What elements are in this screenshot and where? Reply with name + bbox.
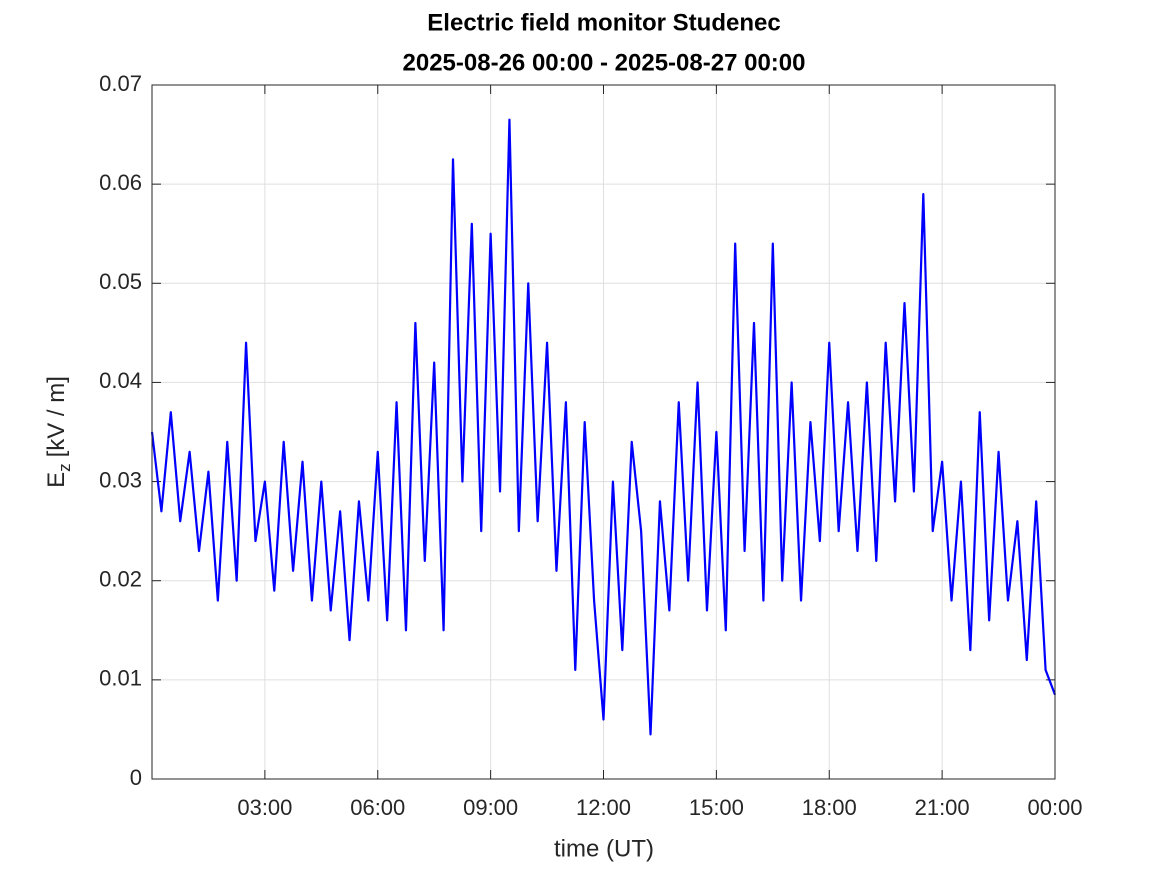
x-axis-label: time (UT) bbox=[554, 835, 654, 862]
x-tick-label: 00:00 bbox=[1027, 795, 1082, 820]
y-tick-label: 0.03 bbox=[99, 467, 142, 492]
y-tick-label: 0 bbox=[130, 765, 142, 790]
y-axis-label: Ez [kV / m] bbox=[43, 376, 74, 488]
y-label-sub: z bbox=[55, 463, 74, 472]
data-line bbox=[150, 118, 1057, 736]
y-label-rest: [kV / m] bbox=[43, 376, 70, 457]
y-label-base: E bbox=[43, 472, 70, 488]
y-tick-label: 0.02 bbox=[99, 567, 142, 592]
plot-frame bbox=[151, 84, 1056, 780]
x-tick-label: 21:00 bbox=[915, 795, 970, 820]
y-tick-label: 0.04 bbox=[99, 368, 142, 393]
y-tick-label: 0.07 bbox=[99, 71, 142, 96]
chart-subtitle: 2025-08-26 00:00 - 2025-08-27 00:00 bbox=[403, 49, 806, 76]
y-tick-label: 0.05 bbox=[99, 269, 142, 294]
x-tick-label: 12:00 bbox=[576, 795, 631, 820]
x-tick-label: 18:00 bbox=[802, 795, 857, 820]
x-tick-label: 06:00 bbox=[350, 795, 405, 820]
chart-title: Electric field monitor Studenec bbox=[427, 9, 780, 36]
y-tick-label: 0.06 bbox=[99, 170, 142, 195]
y-tick-label: 0.01 bbox=[99, 666, 142, 691]
x-tick-label: 03:00 bbox=[237, 795, 292, 820]
x-tick-label: 15:00 bbox=[689, 795, 744, 820]
x-tick-label: 09:00 bbox=[463, 795, 518, 820]
